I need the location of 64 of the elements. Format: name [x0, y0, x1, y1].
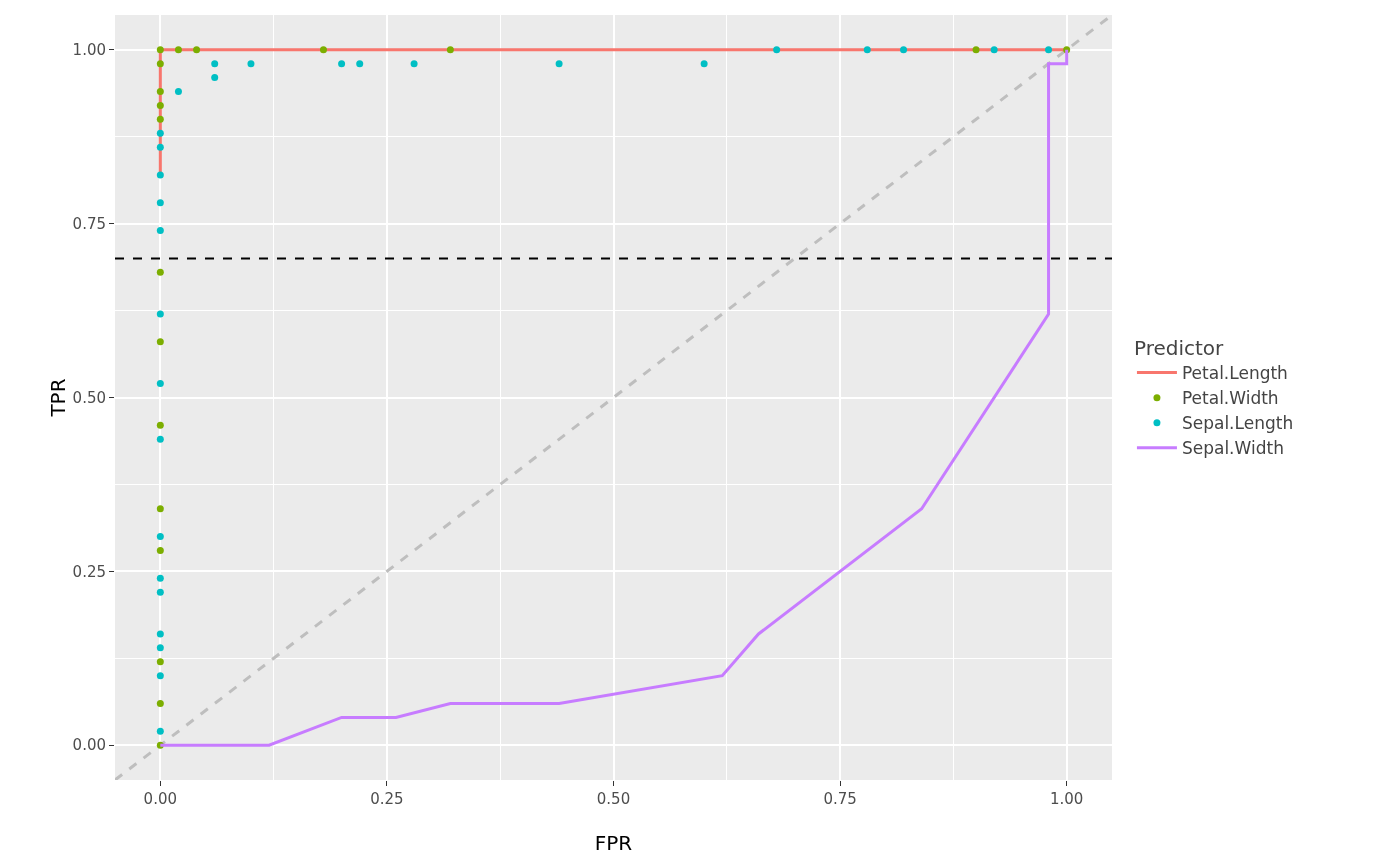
point	[156, 310, 164, 318]
y-tick-label: 0.00	[72, 736, 106, 755]
legend-label: Petal.Width	[1181, 388, 1279, 409]
point	[338, 60, 346, 68]
point	[356, 60, 364, 68]
point	[156, 88, 164, 95]
point	[174, 88, 182, 95]
x-tick-label: 1.00	[1049, 790, 1084, 808]
x-tick-label: 0.00	[143, 790, 178, 808]
point	[156, 644, 164, 652]
point	[156, 658, 164, 666]
point	[174, 46, 182, 54]
point	[410, 60, 418, 68]
y-tick-label: 0.25	[72, 562, 106, 581]
point	[972, 46, 980, 54]
x-tick-label: 0.25	[370, 790, 404, 808]
point	[156, 143, 164, 151]
point	[193, 46, 201, 54]
x-tick-label: 0.75	[823, 790, 857, 808]
point	[247, 60, 255, 68]
point	[156, 115, 164, 123]
point	[773, 46, 781, 54]
y-tick-label: 0.75	[72, 214, 106, 233]
point	[156, 588, 164, 596]
point	[156, 505, 164, 513]
point	[156, 199, 164, 207]
legend-title: Predictor	[1133, 336, 1225, 360]
point	[156, 421, 164, 429]
point	[156, 101, 164, 109]
point	[156, 171, 164, 179]
point	[156, 672, 164, 680]
point	[446, 46, 454, 54]
point	[1045, 46, 1053, 54]
point	[863, 46, 871, 54]
point	[700, 60, 708, 68]
point	[156, 533, 164, 541]
y-axis-title: TPR	[46, 378, 70, 418]
point	[990, 46, 998, 54]
point	[156, 380, 164, 388]
point	[211, 74, 219, 82]
point	[156, 129, 164, 137]
point	[900, 46, 908, 54]
point	[156, 227, 164, 235]
x-axis-title: FPR	[594, 831, 633, 855]
legend-label: Sepal.Length	[1181, 413, 1294, 434]
legend-label: Petal.Length	[1181, 363, 1288, 384]
legend-label: Sepal.Width	[1181, 438, 1284, 459]
point	[156, 574, 164, 582]
y-tick-label: 1.00	[72, 41, 106, 60]
point	[156, 435, 164, 443]
point	[156, 727, 164, 735]
x-tick-label: 0.50	[596, 790, 631, 808]
point	[555, 60, 563, 68]
point	[211, 60, 219, 68]
point	[319, 46, 327, 54]
line-series	[158, 48, 1069, 747]
point	[156, 630, 164, 638]
point	[156, 700, 164, 707]
point	[156, 547, 164, 554]
y-tick-label: 0.50	[72, 388, 106, 407]
point	[156, 268, 164, 276]
point	[156, 46, 164, 54]
point	[156, 60, 164, 68]
point	[156, 338, 164, 346]
